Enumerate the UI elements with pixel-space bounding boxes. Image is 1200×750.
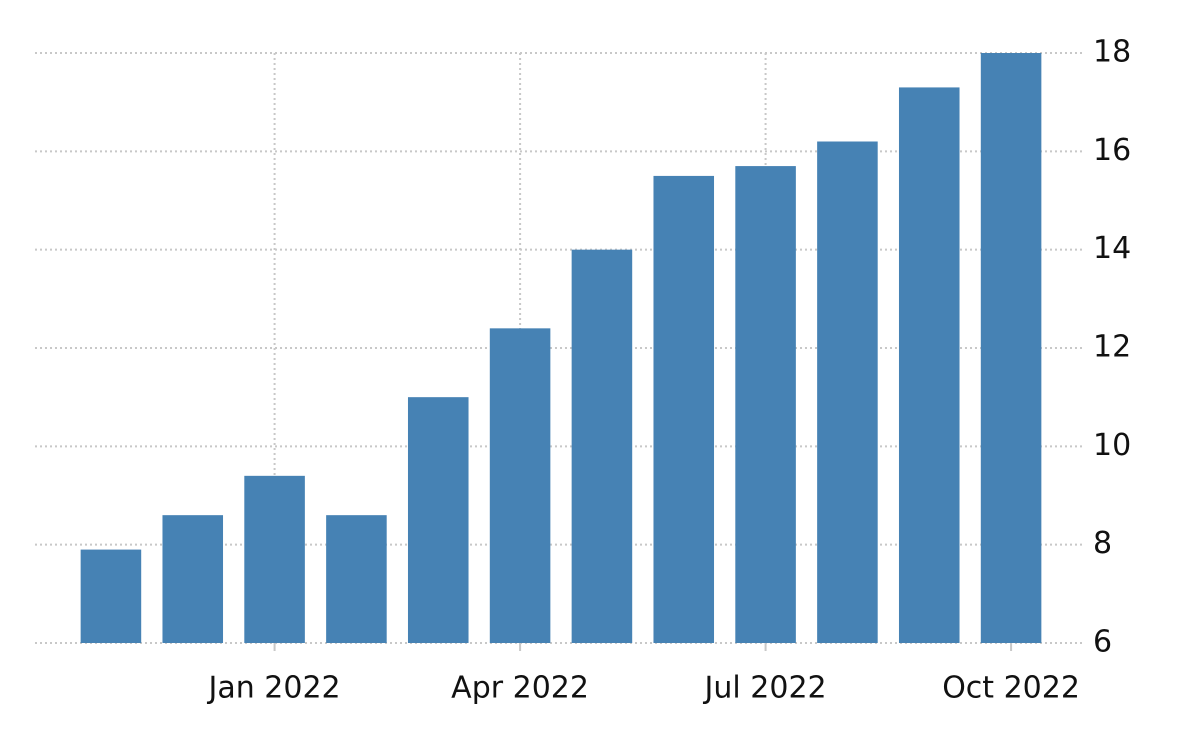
bar: [162, 515, 224, 643]
bar: [817, 141, 878, 643]
bar: [407, 397, 469, 643]
bar: [735, 166, 796, 644]
y-tick-label: 6: [1093, 625, 1112, 660]
y-tick-label: 10: [1093, 428, 1131, 463]
bar: [898, 87, 960, 643]
y-tick-label: 12: [1093, 330, 1131, 365]
bar: [244, 475, 305, 643]
bar: [489, 328, 551, 643]
x-tick-label: Apr 2022: [451, 671, 589, 706]
x-tick-label: Jan 2022: [207, 671, 341, 706]
bar: [80, 549, 142, 643]
y-tick-label: 18: [1093, 35, 1131, 70]
x-tick-label: Jul 2022: [703, 671, 827, 706]
y-tick-label: 8: [1093, 526, 1112, 561]
y-tick-label: 14: [1093, 231, 1131, 266]
bar: [571, 249, 633, 643]
x-tick-label: Oct 2022: [942, 671, 1080, 706]
y-tick-label: 16: [1093, 133, 1131, 168]
bar: [326, 515, 387, 643]
bar: [980, 53, 1042, 643]
bar: [653, 175, 715, 643]
